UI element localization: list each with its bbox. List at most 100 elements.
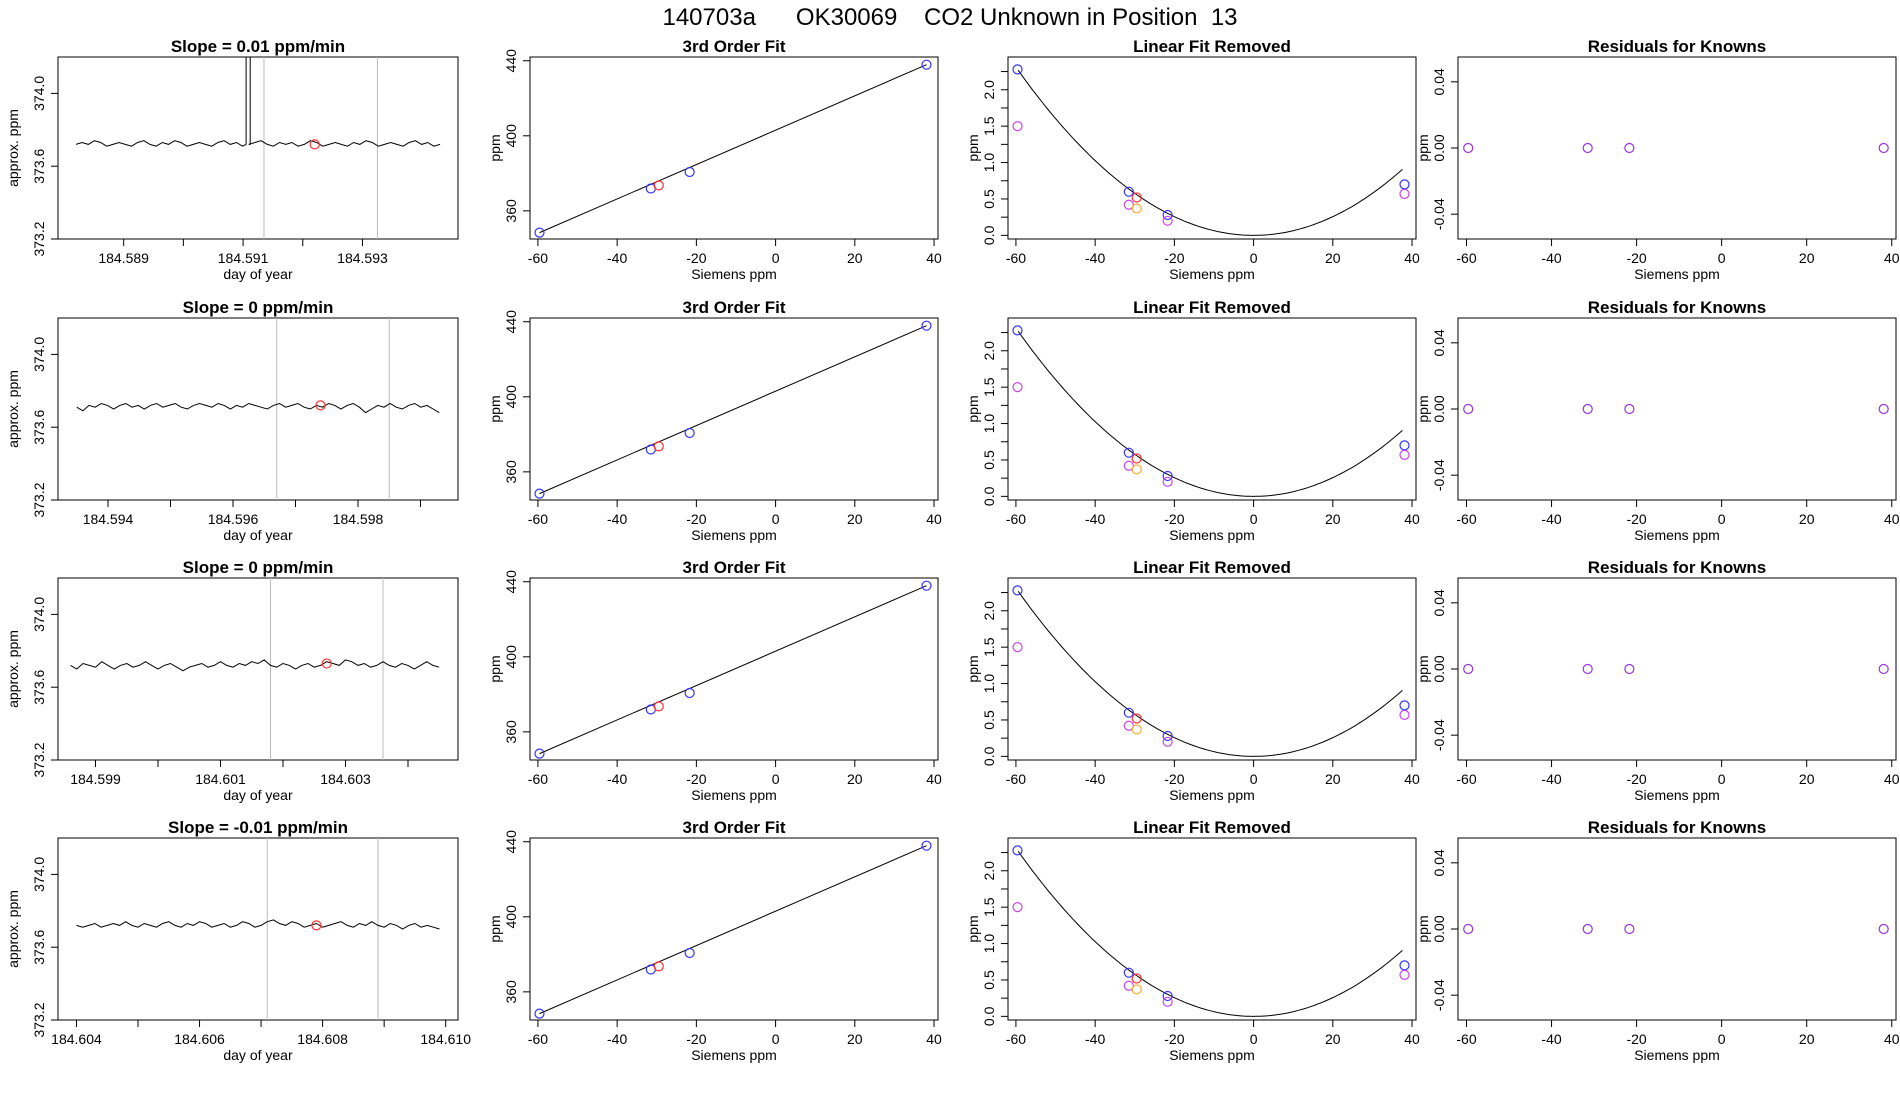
x-axis-label: Siemens ppm (1634, 787, 1720, 803)
sample-marker-point (311, 920, 322, 931)
plot-data (534, 320, 932, 499)
x-tick-label: -60 (528, 511, 548, 527)
x-tick-label: -60 (1006, 250, 1026, 266)
x-tick-label: -60 (528, 1031, 548, 1047)
y-tick-label: 1.5 (981, 377, 997, 397)
x-tick-label: 0 (1718, 1031, 1726, 1047)
panel-title: Residuals for Knowns (1588, 37, 1767, 56)
x-tick-label: -20 (686, 511, 706, 527)
residual-data-point (1012, 642, 1023, 653)
known-residual-point (1878, 142, 1889, 154)
quadratic-curve (1017, 851, 1403, 1017)
x-tick-label: 184.603 (320, 771, 371, 787)
residual-data-point (1012, 585, 1023, 596)
known-residual-point (1624, 663, 1635, 675)
panel-residuals-row-2: Residuals for Knowns -60 -40 -20 0 20 40 -0.04 0… (1415, 298, 1900, 543)
y-tick-label: 0.0 (981, 486, 997, 506)
residual-data-point (1012, 121, 1023, 132)
plot-data (1463, 663, 1889, 675)
known-residual-point (1878, 663, 1889, 675)
fit-data-point (534, 748, 545, 759)
x-tick-label: 0 (1250, 511, 1258, 527)
x-tick-label: -20 (1164, 250, 1184, 266)
x-tick-label: 0 (1718, 771, 1726, 787)
y-axis-label: ppm (487, 395, 503, 422)
x-tick-label: -20 (686, 250, 706, 266)
x-tick-label: 0 (772, 771, 780, 787)
y-axis-label: ppm (965, 134, 981, 161)
y-tick-label: 373.6 (31, 929, 47, 964)
x-tick-label: -20 (1626, 1031, 1646, 1047)
plot-data (1463, 403, 1889, 415)
sample-marker-point (321, 658, 332, 669)
residual-data-point (1123, 186, 1134, 197)
quadratic-curve (1017, 70, 1403, 236)
x-tick-label: -40 (1541, 1031, 1561, 1047)
y-tick-label: 373.2 (31, 482, 47, 517)
x-tick-label: -60 (528, 771, 548, 787)
residual-data-point (1399, 188, 1410, 199)
x-tick-label: 20 (847, 511, 863, 527)
x-tick-label: -40 (607, 1031, 627, 1047)
y-tick-label: 2.0 (981, 601, 997, 621)
residual-data-point (1012, 845, 1023, 856)
x-tick-label: -60 (1456, 1031, 1476, 1047)
panel-title: Slope = 0 ppm/min (183, 298, 334, 317)
x-tick-label: -20 (1626, 250, 1646, 266)
y-tick-label: 374.0 (31, 857, 47, 892)
x-tick-label: 184.598 (333, 511, 384, 527)
residual-data-point (1012, 325, 1023, 336)
panel-title: 3rd Order Fit (683, 37, 786, 56)
known-residual-point (1624, 923, 1635, 935)
y-tick-label: 373.2 (31, 742, 47, 777)
x-tick-label: -40 (1085, 511, 1105, 527)
x-tick-label: 0 (1250, 250, 1258, 266)
y-tick-label: 0.04 (1431, 589, 1447, 616)
y-tick-label: 0.00 (1431, 395, 1447, 422)
x-tick-label: -60 (528, 250, 548, 266)
x-axis-label: Siemens ppm (1169, 527, 1255, 543)
x-tick-label: 184.591 (218, 250, 269, 266)
known-residual-point (1582, 142, 1593, 154)
y-tick-label: 1.5 (981, 897, 997, 917)
panel-fit-row-1: 3rd Order Fit -60 -40 -20 0 20 40 360 400 440 Siem… (487, 37, 942, 282)
x-tick-label: 40 (1884, 250, 1900, 266)
plot-data (1463, 923, 1889, 935)
x-tick-label: -40 (607, 771, 627, 787)
y-tick-label: 373.2 (31, 221, 47, 256)
x-tick-label: 20 (847, 250, 863, 266)
y-tick-label: -0.04 (1431, 198, 1447, 230)
y-tick-label: 400 (503, 645, 519, 669)
panel-resid_fit-row-4: Linear Fit Removed -60 -40 -20 0 20 40 0.0 0.5 1.… (965, 818, 1420, 1063)
plot-data (534, 580, 932, 759)
x-tick-label: 184.594 (83, 511, 134, 527)
residual-data-point (1131, 453, 1142, 464)
y-tick-label: 440 (503, 49, 519, 73)
residual-data-point (1131, 724, 1142, 735)
x-tick-label: 20 (1325, 511, 1341, 527)
fit-line (539, 325, 927, 495)
x-axis-label: day of year (223, 1047, 293, 1063)
residual-data-point (1131, 973, 1142, 984)
plot-frame (1457, 317, 1897, 501)
panel-resid_fit-row-3: Linear Fit Removed -60 -40 -20 0 20 40 0.0 0.5 1.… (965, 558, 1420, 803)
x-tick-label: -20 (1626, 511, 1646, 527)
fit-data-point (534, 1008, 545, 1019)
y-axis-label: ppm (965, 915, 981, 942)
y-tick-label: 2.0 (981, 80, 997, 100)
residual-data-point (1123, 707, 1134, 718)
x-tick-label: 0 (772, 511, 780, 527)
x-tick-label: 184.596 (208, 511, 259, 527)
plot-data (1012, 64, 1410, 236)
fit-data-point (653, 180, 664, 191)
y-tick-label: 0.00 (1431, 134, 1447, 161)
residual-data-point (1162, 215, 1173, 226)
x-tick-label: -40 (1541, 250, 1561, 266)
residual-data-point (1399, 449, 1410, 460)
x-tick-label: -40 (1541, 511, 1561, 527)
x-tick-label: -40 (607, 250, 627, 266)
plot-frame (57, 837, 459, 1021)
x-tick-label: -20 (686, 1031, 706, 1047)
